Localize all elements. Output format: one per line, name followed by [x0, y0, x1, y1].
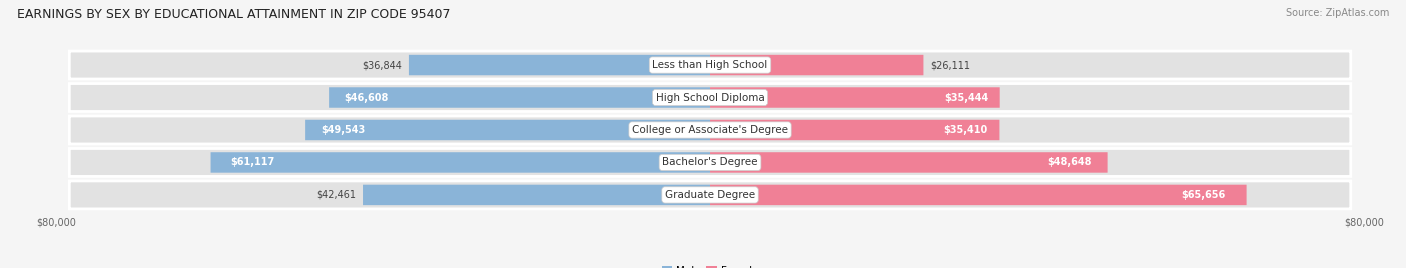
Text: $65,656: $65,656 [1181, 190, 1225, 200]
FancyBboxPatch shape [710, 185, 1247, 205]
Text: College or Associate's Degree: College or Associate's Degree [633, 125, 787, 135]
FancyBboxPatch shape [69, 116, 1351, 144]
Text: EARNINGS BY SEX BY EDUCATIONAL ATTAINMENT IN ZIP CODE 95407: EARNINGS BY SEX BY EDUCATIONAL ATTAINMEN… [17, 8, 450, 21]
FancyBboxPatch shape [329, 87, 710, 108]
Text: $46,608: $46,608 [344, 92, 388, 103]
Text: Bachelor's Degree: Bachelor's Degree [662, 157, 758, 168]
Text: $49,543: $49,543 [322, 125, 366, 135]
Text: Source: ZipAtlas.com: Source: ZipAtlas.com [1285, 8, 1389, 18]
FancyBboxPatch shape [211, 152, 710, 173]
FancyBboxPatch shape [710, 120, 1000, 140]
FancyBboxPatch shape [363, 185, 710, 205]
Text: $26,111: $26,111 [929, 60, 970, 70]
FancyBboxPatch shape [710, 55, 924, 75]
FancyBboxPatch shape [69, 181, 1351, 209]
FancyBboxPatch shape [69, 84, 1351, 111]
Legend: Male, Female: Male, Female [658, 262, 762, 268]
Text: $48,648: $48,648 [1047, 157, 1091, 168]
FancyBboxPatch shape [710, 87, 1000, 108]
FancyBboxPatch shape [710, 152, 1108, 173]
Text: Less than High School: Less than High School [652, 60, 768, 70]
Text: $36,844: $36,844 [363, 60, 402, 70]
Text: $35,410: $35,410 [943, 125, 988, 135]
Text: $61,117: $61,117 [231, 157, 274, 168]
Text: Graduate Degree: Graduate Degree [665, 190, 755, 200]
FancyBboxPatch shape [69, 148, 1351, 176]
FancyBboxPatch shape [69, 51, 1351, 79]
Text: $42,461: $42,461 [316, 190, 357, 200]
Text: $35,444: $35,444 [943, 92, 988, 103]
FancyBboxPatch shape [409, 55, 710, 75]
Text: High School Diploma: High School Diploma [655, 92, 765, 103]
FancyBboxPatch shape [305, 120, 710, 140]
